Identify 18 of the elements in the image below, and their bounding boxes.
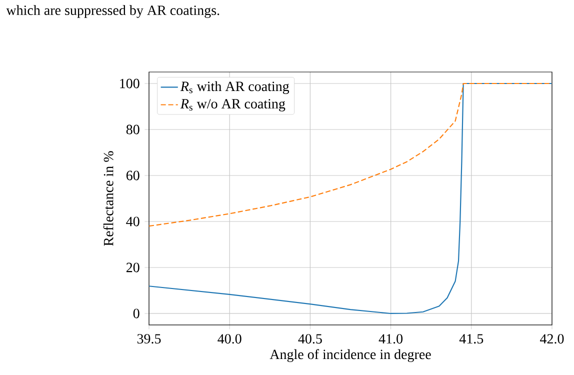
y-tick-label: 100: [120, 78, 140, 88]
y-tick-label: 20: [126, 262, 140, 272]
y-tick-label: 60: [126, 170, 140, 180]
x-tick-label: 40.5: [298, 334, 322, 344]
x-tick-label: 40.0: [218, 334, 242, 344]
x-tick-label: 39.5: [137, 334, 161, 344]
y-tick-label: 0: [133, 308, 140, 318]
x-tick-label: 42.0: [540, 334, 564, 344]
text: which are suppressed by AR coatings.: [6, 5, 220, 18]
y-axis-title: Reflectance in %: [103, 151, 114, 246]
x-axis-title: Angle of incidence in degree: [270, 349, 431, 362]
y-tick-label: 80: [126, 124, 140, 134]
line-series: [149, 82, 552, 227]
legend-label: R$_{s}$ w/o AR coating: [180, 99, 286, 112]
y-tick-label: 40: [126, 216, 140, 226]
x-tick-label: 41.0: [378, 334, 403, 344]
legend-label: R$_{s}$ with AR coating: [180, 81, 290, 94]
x-tick-label: 41.5: [459, 334, 484, 344]
